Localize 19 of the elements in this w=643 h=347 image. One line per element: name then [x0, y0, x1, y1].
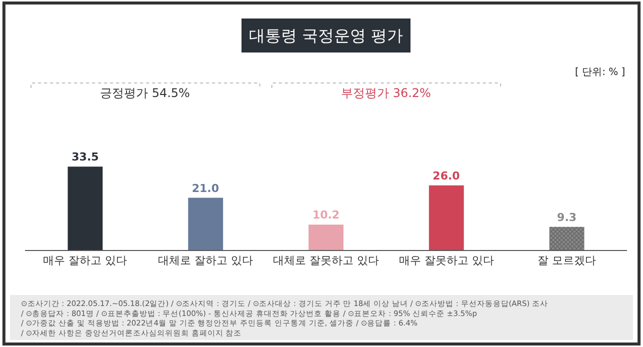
data-label: 33.5 [72, 150, 99, 164]
x-tick-label: 대체로 잘못하고 있다 [273, 254, 379, 268]
bar [549, 226, 584, 250]
x-tick-label: 잘 모르겠다 [538, 254, 596, 268]
data-label: 9.3 [557, 210, 577, 224]
bar [308, 224, 344, 250]
text: 긍정평가 54.5% [100, 86, 190, 100]
chart-title: 대통령 국정운영 평가 [249, 26, 404, 45]
text: 부정평가 36.2% [341, 86, 431, 100]
data-label: 26.0 [432, 169, 460, 182]
bar [428, 185, 464, 250]
x-tick-label: 매우 잘하고 있다 [43, 254, 128, 268]
data-label: 10.2 [312, 208, 340, 222]
x-tick-label: 대체로 잘하고 있다 [158, 254, 254, 268]
x-tick-label: 매우 잘못하고 있다 [398, 254, 494, 268]
text: [ 단위: % ] [575, 67, 626, 78]
bar [188, 198, 224, 250]
bar [68, 166, 103, 250]
data-label: 21.0 [192, 182, 220, 195]
